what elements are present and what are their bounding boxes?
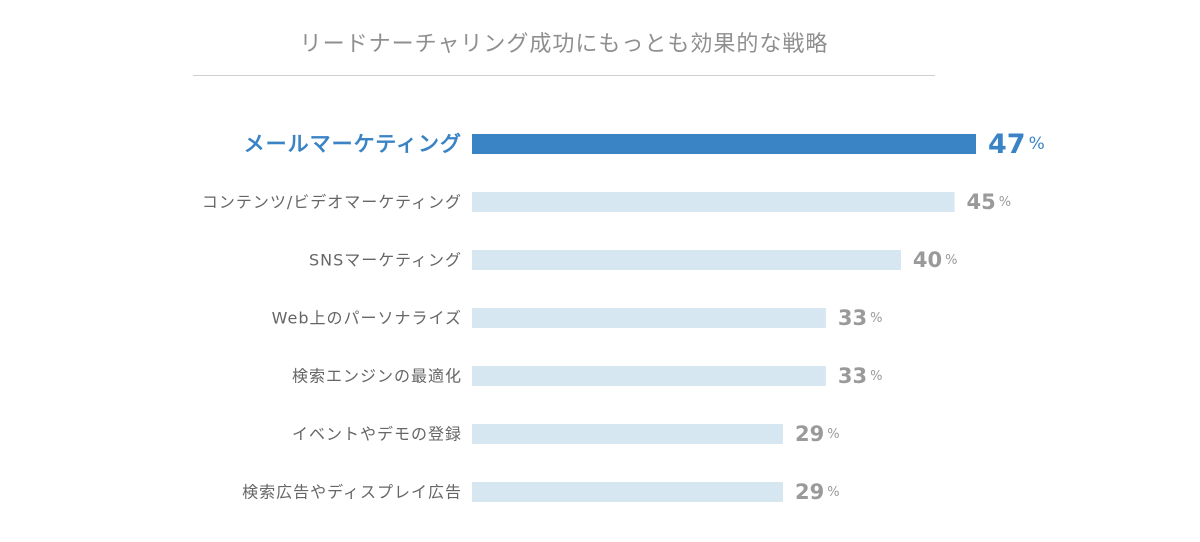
- category-label: イベントやデモの登録: [292, 425, 462, 444]
- category-label: Web上のパーソナライズ: [272, 309, 462, 328]
- value-label: 47%: [988, 129, 1045, 160]
- value-label: 40%: [913, 248, 958, 272]
- bar: [472, 482, 783, 502]
- category-label: SNSマーケティング: [309, 251, 462, 270]
- bar: [472, 424, 783, 444]
- value-label: 45%: [967, 190, 1012, 214]
- bar: [472, 134, 976, 154]
- value-label: 29%: [795, 422, 840, 446]
- bar: [472, 366, 826, 386]
- bar: [472, 250, 901, 270]
- title-divider: [193, 75, 935, 76]
- chart-title: リードナーチャリング成功にもっとも効果的な戦略: [299, 32, 829, 57]
- value-label: 33%: [838, 364, 883, 388]
- bar: [472, 192, 955, 212]
- category-label: 検索エンジンの最適化: [292, 367, 462, 386]
- value-label: 33%: [838, 306, 883, 330]
- category-label: メールマーケティング: [244, 132, 462, 156]
- category-label: 検索広告やディスプレイ広告: [242, 483, 462, 502]
- bar: [472, 308, 826, 328]
- value-label: 29%: [795, 480, 840, 504]
- category-label: コンテンツ/ビデオマーケティング: [202, 193, 462, 212]
